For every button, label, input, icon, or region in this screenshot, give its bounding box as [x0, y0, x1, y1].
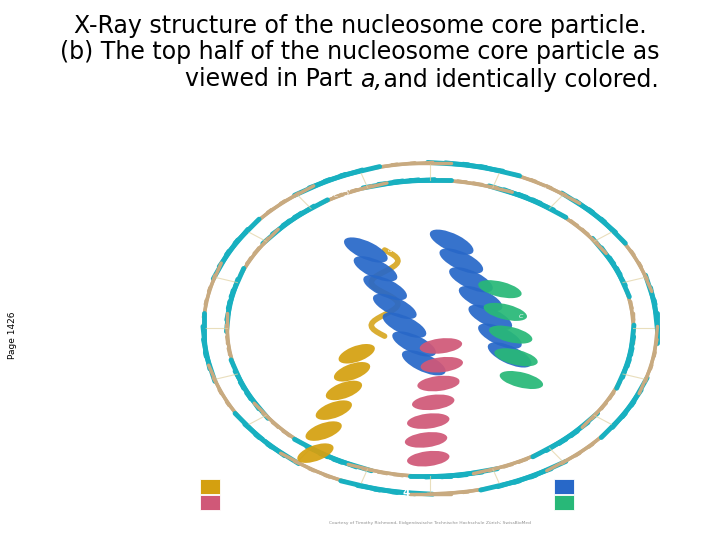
Text: viewed in Part α, and identically colored.: viewed in Part α, and identically colore… — [120, 68, 600, 91]
Text: N: N — [583, 349, 588, 354]
Ellipse shape — [364, 275, 407, 300]
Ellipse shape — [487, 342, 531, 368]
Ellipse shape — [338, 344, 375, 363]
Ellipse shape — [420, 357, 463, 373]
Ellipse shape — [469, 305, 512, 330]
Text: Courtesy of Timothy Richmond, Eidgenössische Technische Hochschule Zürich; Swiss: Courtesy of Timothy Richmond, Eidgenössi… — [329, 521, 531, 525]
Text: H3: H3 — [584, 482, 598, 492]
Bar — [554, 480, 574, 494]
Text: C: C — [438, 306, 443, 311]
Bar — [554, 495, 574, 510]
Text: 4: 4 — [402, 488, 410, 498]
Bar — [199, 480, 220, 494]
Text: C: C — [498, 412, 502, 417]
Ellipse shape — [439, 248, 483, 274]
Ellipse shape — [305, 421, 342, 441]
Ellipse shape — [392, 332, 436, 356]
Text: N: N — [390, 453, 395, 458]
Text: H4: H4 — [472, 365, 480, 370]
Ellipse shape — [420, 338, 462, 354]
Ellipse shape — [430, 230, 474, 255]
Text: N: N — [541, 187, 545, 192]
Ellipse shape — [297, 443, 333, 463]
Ellipse shape — [315, 400, 352, 420]
Bar — [199, 495, 220, 510]
Ellipse shape — [412, 395, 454, 410]
Text: αN: αN — [388, 247, 397, 253]
Ellipse shape — [459, 286, 503, 311]
Text: 7: 7 — [306, 225, 313, 235]
Text: 6: 6 — [241, 323, 249, 333]
Text: 1: 1 — [563, 241, 571, 251]
Ellipse shape — [373, 294, 417, 319]
Ellipse shape — [382, 313, 426, 338]
Text: N: N — [302, 420, 307, 425]
Ellipse shape — [334, 362, 370, 382]
Text: H4: H4 — [584, 497, 598, 508]
Text: 5': 5' — [343, 189, 351, 198]
Text: 2: 2 — [595, 341, 603, 351]
Ellipse shape — [500, 371, 543, 389]
Ellipse shape — [489, 326, 532, 343]
Text: H2A: H2A — [230, 482, 251, 492]
Text: 5: 5 — [263, 431, 270, 441]
Ellipse shape — [418, 376, 460, 392]
Text: a,: a, — [360, 68, 382, 91]
Text: Page 1426: Page 1426 — [9, 311, 17, 359]
Text: 0: 0 — [426, 184, 434, 194]
Text: viewed in Part: viewed in Part — [185, 68, 360, 91]
Ellipse shape — [344, 238, 387, 262]
Text: C: C — [334, 193, 338, 198]
Ellipse shape — [495, 348, 538, 366]
Ellipse shape — [484, 303, 527, 321]
Text: (b) The top half of the nucleosome core particle as: (b) The top half of the nucleosome core … — [60, 40, 660, 64]
Ellipse shape — [449, 267, 492, 292]
Text: H2B: H2B — [459, 379, 472, 384]
Text: H3' H3: H3' H3 — [398, 271, 420, 276]
Ellipse shape — [354, 256, 397, 281]
Ellipse shape — [478, 280, 521, 298]
Text: C: C — [519, 314, 523, 319]
Ellipse shape — [478, 323, 522, 349]
Text: H2B: H2B — [230, 497, 251, 508]
Text: X-Ray structure of the nucleosome core particle.: X-Ray structure of the nucleosome core p… — [73, 14, 647, 37]
Text: αN: αN — [495, 244, 504, 248]
Ellipse shape — [405, 432, 447, 448]
Ellipse shape — [407, 413, 449, 429]
Ellipse shape — [402, 350, 446, 375]
Ellipse shape — [325, 381, 362, 400]
Text: and identically colored.: and identically colored. — [376, 68, 659, 91]
Text: 3: 3 — [531, 443, 539, 453]
Ellipse shape — [407, 451, 449, 467]
